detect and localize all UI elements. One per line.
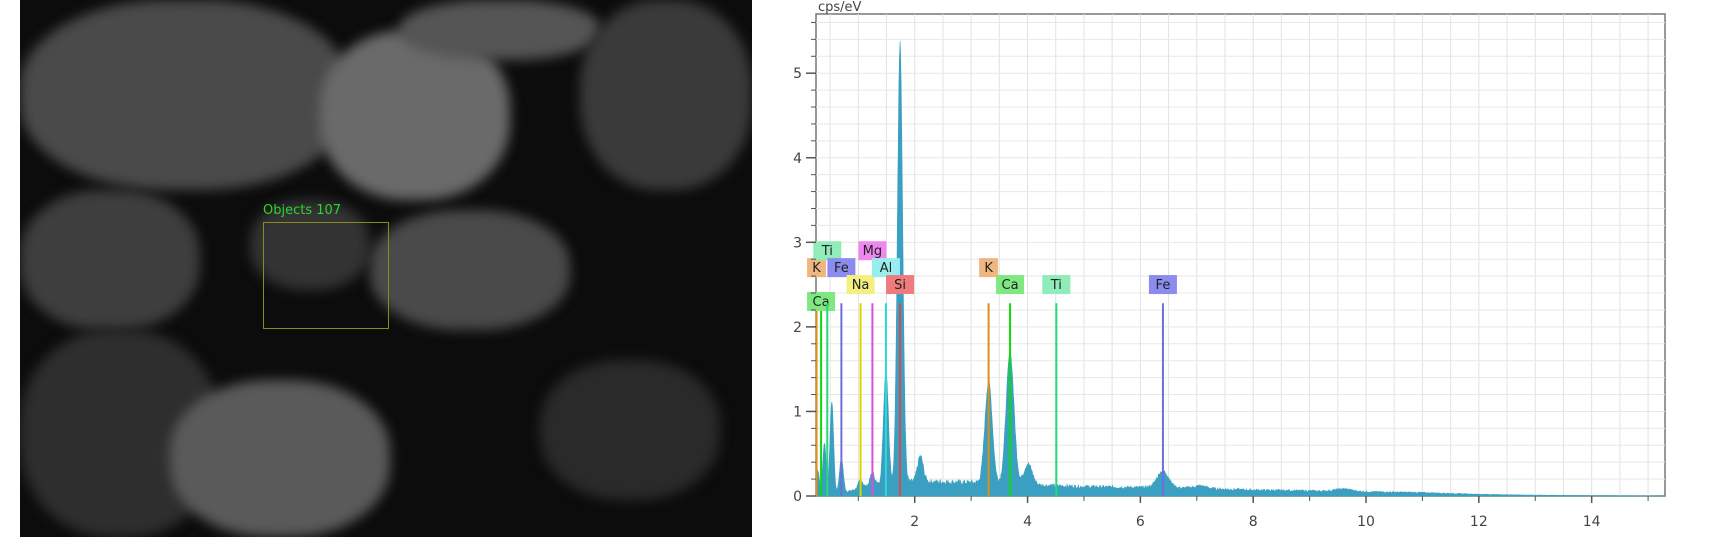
- marker-label-bg: [1148, 275, 1177, 295]
- y-tick-label: 0: [793, 489, 802, 505]
- eds-spectrum-chart: K Ca Ti Fe Na Mg Al Si K Ca Ti Fe 2 4 6 8 10 12 14 0 1 2 3 4 5 cp…: [760, 0, 1709, 550]
- marker-label-ti: Ti: [1050, 278, 1062, 293]
- marker-label-bg: [871, 258, 900, 278]
- x-tick-label: 6: [1136, 514, 1145, 530]
- marker-label-fe: Fe: [834, 261, 849, 276]
- x-tick-label: 14: [1583, 514, 1601, 530]
- marker-label-fe: Fe: [1156, 278, 1171, 293]
- marker-label-bg: [807, 258, 827, 278]
- marker-label-k: K: [812, 261, 821, 276]
- marker-label-si: Si: [894, 278, 906, 293]
- marker-label-mg: Mg: [863, 244, 882, 259]
- marker-label-ti: Ti: [821, 244, 833, 259]
- marker-label-bg: [813, 241, 842, 261]
- marker-label-bg: [979, 258, 999, 278]
- y-tick-label: 1: [793, 404, 802, 420]
- marker-label-ca: Ca: [1002, 278, 1019, 293]
- y-tick-label: 5: [793, 66, 802, 82]
- marker-label-bg: [1042, 275, 1071, 295]
- x-tick-label: 12: [1470, 514, 1488, 530]
- marker-label-na: Na: [852, 278, 870, 293]
- plot-area: [815, 13, 1666, 497]
- marker-label-bg: [858, 241, 887, 261]
- sem-micrograph: Objects 107: [20, 0, 752, 537]
- marker-label-al: Al: [880, 261, 893, 276]
- marker-label-bg: [996, 275, 1025, 295]
- marker-label-bg: [886, 275, 915, 295]
- y-tick-label: 3: [793, 235, 802, 251]
- y-tick-label: 2: [793, 320, 802, 336]
- y-tick-label: 4: [793, 151, 802, 167]
- marker-label-bg: [846, 275, 875, 295]
- x-tick-label: 4: [1023, 514, 1032, 530]
- roi-label: Objects 107: [263, 203, 342, 218]
- y-axis-label: cps/eV: [818, 0, 862, 15]
- x-tick-label: 8: [1249, 514, 1258, 530]
- roi-box[interactable]: [263, 222, 389, 329]
- x-tick-label: 2: [910, 514, 919, 530]
- marker-label-k: K: [984, 261, 993, 276]
- x-tick-label: 10: [1357, 514, 1375, 530]
- marker-label-bg: [827, 258, 856, 278]
- marker-label-ca: Ca: [813, 295, 830, 310]
